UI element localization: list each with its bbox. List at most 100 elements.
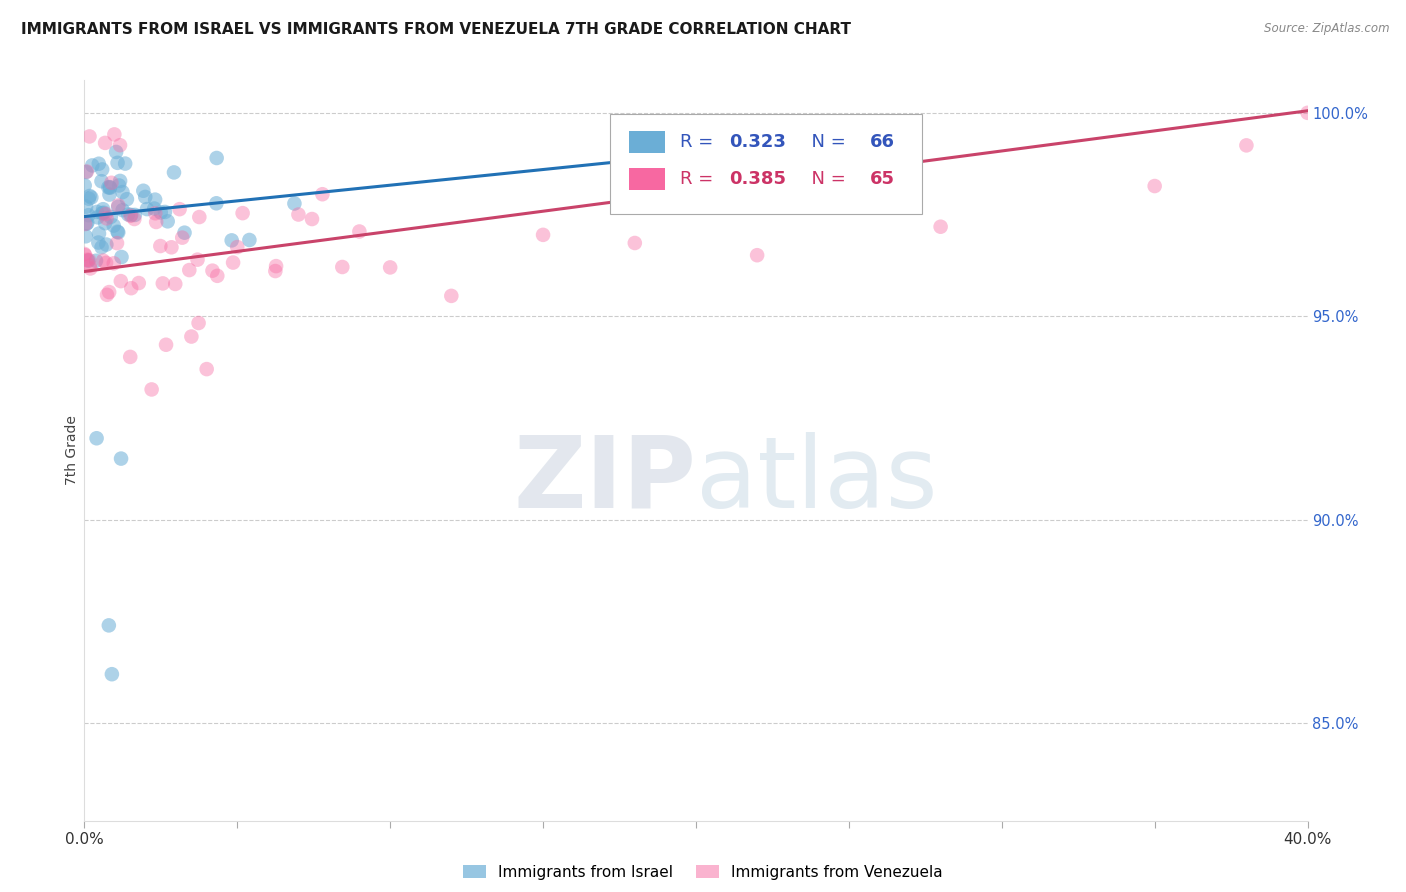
Point [93,205,115,219]
Point [440,289,463,303]
Text: IMMIGRANTS FROM ISRAEL VS IMMIGRANTS FROM VENEZUELA 7TH GRADE CORRELATION CHART: IMMIGRANTS FROM ISRAEL VS IMMIGRANTS FRO… [21,22,851,37]
Point [149,205,172,219]
Point [100,176,122,190]
Point [98,180,121,194]
Point [87,235,110,250]
Point [238,233,260,247]
Point [110,451,132,466]
Point [107,225,129,239]
Point [163,165,186,179]
Point [155,337,177,351]
Point [98,180,121,194]
Point [91,253,114,268]
Point [929,219,952,234]
Point [1296,105,1319,120]
Point [107,198,129,212]
Point [103,128,125,142]
Point [79,189,101,203]
Point [108,174,131,188]
Point [624,235,647,250]
Point [120,209,142,223]
Point [143,206,166,220]
Point [311,187,333,202]
Point [117,207,139,221]
Point [108,178,131,193]
Point [105,145,128,159]
Point [90,240,112,254]
Text: N =: N = [800,133,852,151]
Point [136,202,159,216]
Point [76,252,98,267]
Point [124,208,146,222]
Point [156,214,179,228]
Text: R =: R = [681,133,718,151]
Point [75,200,97,214]
Point [86,211,108,225]
Point [264,259,287,273]
Point [120,208,142,222]
Legend: Immigrants from Israel, Immigrants from Venezuela: Immigrants from Israel, Immigrants from … [458,860,948,884]
Point [143,202,166,216]
Text: ZIP: ZIP [513,432,696,529]
Point [73,247,96,261]
Point [134,190,156,204]
Point [110,250,132,264]
Point [115,192,138,206]
Point [90,174,112,188]
Point [186,252,208,267]
Text: R =: R = [681,169,718,187]
Text: 0.323: 0.323 [728,133,786,151]
Point [110,274,132,288]
Point [86,205,108,219]
Point [96,237,118,252]
Point [107,226,129,240]
Point [79,259,101,273]
Point [98,285,121,299]
Point [77,192,100,206]
Point [283,196,305,211]
Point [105,236,128,251]
Point [75,229,97,244]
Point [169,202,191,216]
Point [221,233,243,247]
Point [141,383,163,397]
Point [120,281,142,295]
Point [287,207,309,221]
Point [91,202,114,217]
Point [153,205,176,219]
Point [96,288,118,302]
Point [97,180,120,194]
Point [91,206,114,220]
Point [165,277,187,291]
Point [98,187,121,202]
FancyBboxPatch shape [628,168,665,190]
Point [84,253,107,268]
Point [103,256,125,270]
Point [86,431,108,445]
Point [75,217,97,231]
Point [226,240,249,254]
Point [201,263,224,277]
Point [76,216,98,230]
Text: atlas: atlas [696,432,938,529]
Point [91,162,114,177]
Point [128,276,150,290]
Point [172,230,194,244]
Text: 65: 65 [870,169,894,187]
Point [107,156,129,170]
Point [301,212,323,227]
Point [87,157,110,171]
Point [97,618,120,632]
Point [222,255,245,269]
Point [143,193,166,207]
Y-axis label: 7th Grade: 7th Grade [65,416,79,485]
Text: 0.385: 0.385 [728,169,786,187]
Point [77,208,100,222]
Point [205,151,228,165]
Point [111,203,134,218]
Point [100,210,122,224]
FancyBboxPatch shape [610,113,922,213]
Point [160,240,183,254]
Point [76,164,98,178]
Text: Source: ZipAtlas.com: Source: ZipAtlas.com [1264,22,1389,36]
